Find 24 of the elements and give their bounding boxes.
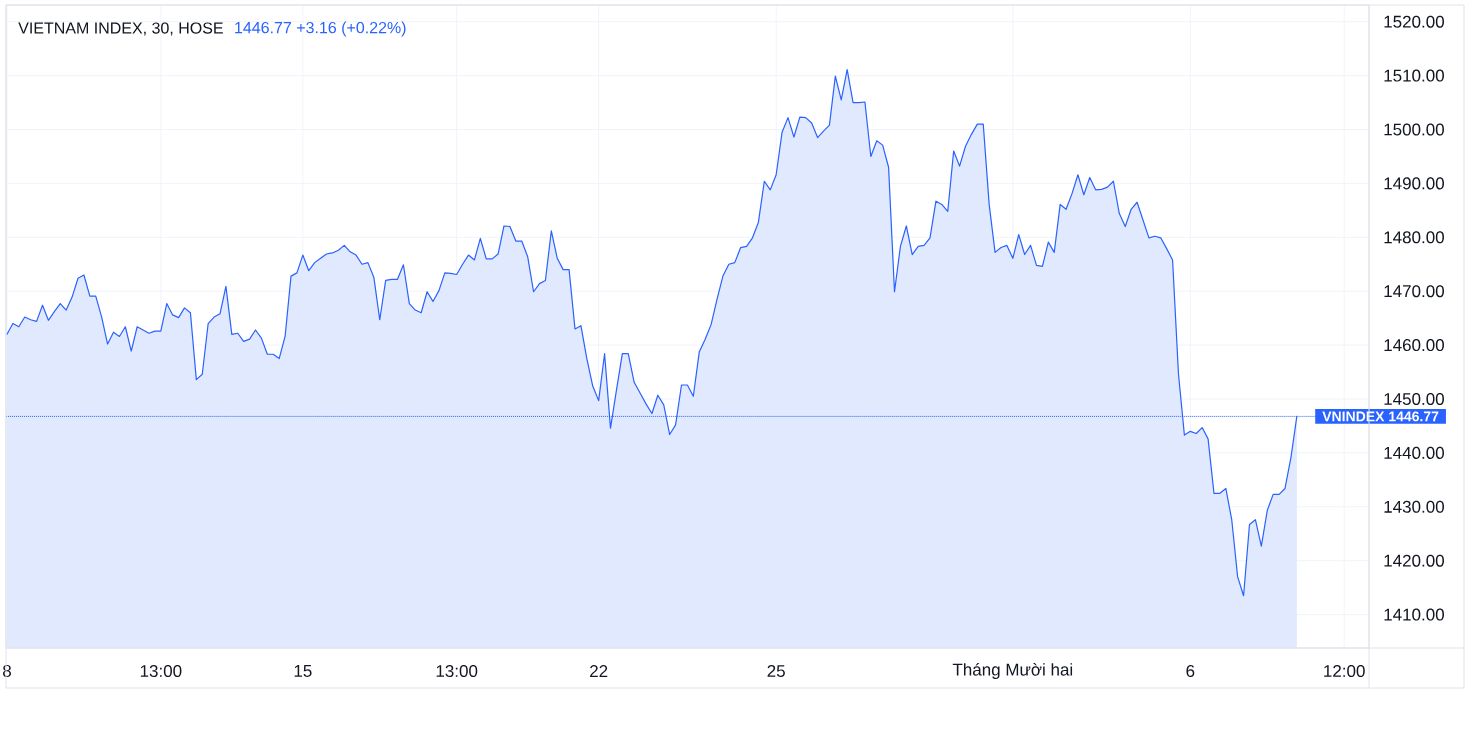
y-tick-label: 1480.00 (1384, 231, 1444, 244)
x-tick-label: Tháng Mười hai (952, 662, 1073, 680)
y-tick-label: 1420.00 (1384, 554, 1444, 567)
x-tick-label: 25 (767, 664, 785, 678)
y-tick-label: 1410.00 (1384, 608, 1444, 621)
ref-line-label: VNINDEX 1446.77 (1322, 411, 1439, 422)
y-tick-label: 1460.00 (1384, 339, 1444, 352)
y-tick-label: 1470.00 (1384, 285, 1444, 298)
x-tick-label: 13:00 (436, 664, 478, 678)
x-tick-label: 8 (3, 664, 11, 678)
x-tick-label: 6 (1186, 664, 1195, 678)
y-tick-label: 1520.00 (1384, 15, 1444, 28)
x-tick-label: 12:00 (1324, 664, 1365, 678)
text: 1446.77 +3.16 (+0.22%) (235, 21, 406, 37)
y-tick-label: 1430.00 (1384, 500, 1444, 513)
y-tick-label: 1450.00 (1384, 392, 1444, 406)
text: VIETNAM INDEX, 30, HOSE (18, 22, 223, 36)
y-tick-label: 1440.00 (1384, 446, 1444, 459)
y-tick-label: 1490.00 (1384, 177, 1444, 190)
y-tick-label: 1500.00 (1384, 123, 1444, 136)
x-tick-label: 22 (590, 665, 608, 677)
y-tick-label: 1510.00 (1384, 69, 1444, 82)
x-tick-label: 13:00 (140, 664, 182, 678)
x-tick-label: 15 (294, 665, 312, 677)
